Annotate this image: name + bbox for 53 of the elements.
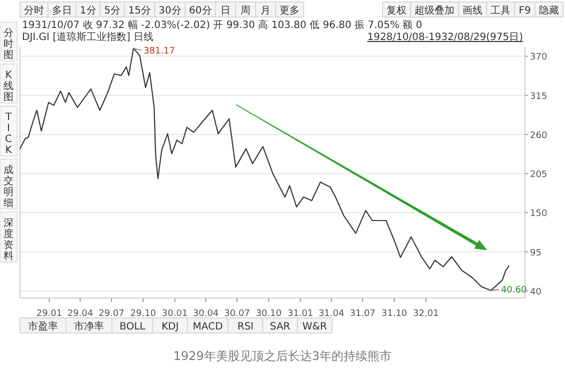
text: 工具 — [490, 6, 511, 16]
x-tick-label: 29.07 — [98, 309, 124, 319]
text: 1931/10/07 收 97.32 幅 -2.03%(-2.02) 开 99.30 高 103.80 低 96.80 振 7.05% 额 0 — [22, 19, 422, 31]
x-tick-label: 31.04 — [318, 309, 344, 319]
text: 1929年美股见顶之后长达3年的持续熊市 — [173, 349, 392, 363]
text: RSI — [237, 322, 254, 332]
y-tick-label: 95 — [530, 248, 542, 258]
y-tick-label: 315 — [530, 92, 548, 102]
text: 成交明细 — [4, 164, 14, 209]
text: 1928/10/08-1932/08/29(975日) — [367, 32, 524, 43]
y-tick-label: 205 — [530, 170, 548, 180]
text: 分时图 — [4, 27, 14, 61]
y-tick-label: 370 — [530, 52, 548, 63]
text: 隐藏 — [539, 4, 559, 16]
annotation: 40.60 — [500, 285, 527, 296]
text: 更多 — [280, 4, 300, 16]
text: 多日 — [52, 4, 72, 16]
text: 30分 — [158, 4, 182, 16]
text: 5分 — [104, 4, 120, 16]
x-tick-label: 30.01 — [162, 309, 188, 319]
text: W&R — [302, 322, 328, 332]
x-tick-label: 31.10 — [381, 309, 408, 319]
x-tick-label: 31.01 — [287, 309, 314, 319]
text: 日 — [220, 6, 231, 16]
text: SAR — [270, 322, 290, 332]
text: MACD — [192, 322, 224, 332]
text: 市净率 — [74, 320, 104, 332]
y-tick-label: 150 — [530, 209, 548, 220]
text: 15分 — [128, 4, 151, 16]
annotation: 381.17 — [144, 46, 176, 56]
text: 分时 — [24, 4, 44, 16]
text: 1分 — [80, 4, 96, 16]
text: 市盈率 — [28, 320, 58, 332]
text: KDJ — [161, 322, 179, 332]
x-tick-label: 31.07 — [350, 309, 376, 319]
x-tick-label: 29.04 — [67, 309, 94, 319]
x-tick-label: 29.01 — [36, 309, 62, 319]
text: 周 — [240, 6, 251, 16]
chart-title: DJI.GI [道琼斯工业指数] 日线 — [22, 31, 154, 43]
x-tick-label: 30.07 — [224, 309, 250, 319]
x-tick-label: 30.10 — [256, 309, 282, 319]
x-tick-label: 32.01 — [413, 309, 439, 319]
text: 画线 — [462, 4, 483, 16]
y-tick-label: 40 — [530, 287, 542, 298]
text: BOLL — [120, 322, 146, 332]
text: K线图 — [4, 70, 14, 103]
y-tick-label: 260 — [530, 130, 548, 141]
text: 月 — [260, 6, 271, 16]
text: TICK — [4, 112, 12, 156]
x-tick-label: 29.10 — [130, 309, 156, 319]
x-tick-label: 30.04 — [192, 309, 219, 319]
text: F9 — [518, 6, 531, 16]
text: 深度资料 — [4, 217, 14, 262]
